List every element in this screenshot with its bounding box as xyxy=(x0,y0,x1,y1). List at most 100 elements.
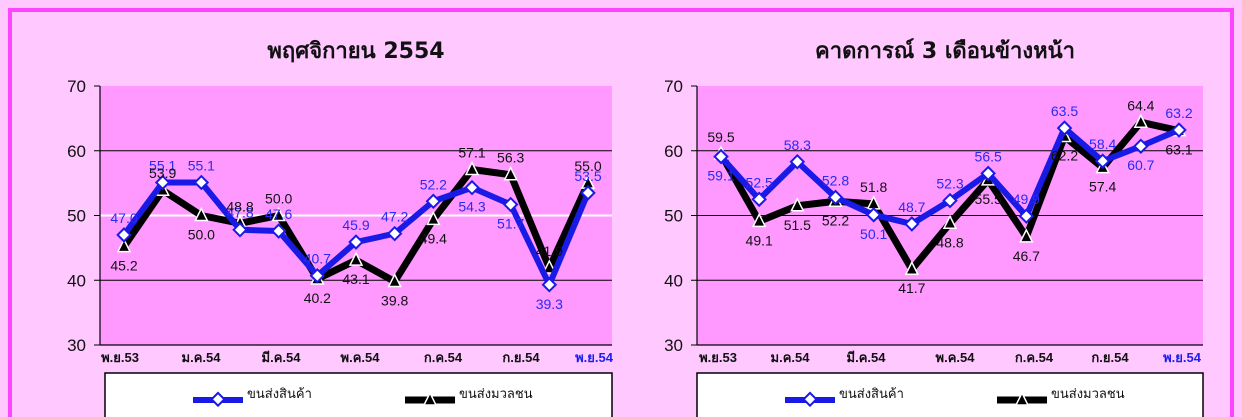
data-point-exports xyxy=(789,153,806,170)
data-point-exports xyxy=(827,189,844,206)
data-label-total: 63.1 xyxy=(1165,142,1192,158)
data-point-total xyxy=(1019,228,1034,243)
legend-marker-total xyxy=(422,391,438,406)
data-label-exports: 59.1 xyxy=(707,168,734,184)
data-label-exports: 56.5 xyxy=(975,148,1002,164)
data-point-total xyxy=(464,160,480,176)
legend-marker-exports xyxy=(802,391,818,408)
x-tick-label: มี.ค.54 xyxy=(847,350,887,365)
data-point-exports xyxy=(980,165,996,182)
data-point-exports xyxy=(270,223,287,239)
data-point-exports xyxy=(1056,120,1073,136)
data-label-exports: 53.5 xyxy=(574,168,601,184)
data-point-exports xyxy=(904,216,920,232)
data-label-total: 48.8 xyxy=(226,198,253,214)
data-point-total xyxy=(942,214,958,230)
data-label-total: 40.2 xyxy=(304,290,331,306)
data-point-exports xyxy=(713,148,729,165)
data-label-exports: 63.5 xyxy=(1051,103,1078,119)
data-point-exports xyxy=(1171,122,1187,138)
x-tick-label: พ.ย.53 xyxy=(699,350,737,365)
y-tick-label: 40 xyxy=(67,271,86,290)
data-label-total: 64.4 xyxy=(1127,97,1154,113)
data-point-exports xyxy=(348,234,364,250)
chart-panel-2: คาดการณ์ 3 เดือนข้างหน้า 30 40 50 60 70 พ.ย.53… xyxy=(664,38,1204,417)
data-label-total: 43.1 xyxy=(342,271,369,287)
data-label-total: 56.3 xyxy=(497,150,524,166)
data-label-exports: 51.7 xyxy=(497,215,524,231)
data-point-exports xyxy=(116,227,132,243)
data-point-exports xyxy=(580,185,596,201)
data-point-exports xyxy=(1094,153,1111,169)
y-tick-label: 50 xyxy=(67,207,86,226)
data-label-exports: 52.5 xyxy=(746,174,773,190)
data-label-exports: 48.7 xyxy=(898,199,925,215)
data-label-total: 41.7 xyxy=(898,280,925,296)
data-point-exports xyxy=(751,191,767,208)
data-label-exports: 58.3 xyxy=(784,137,811,153)
data-point-total xyxy=(751,212,767,228)
y-tick-label: 60 xyxy=(67,142,86,161)
data-label-total: 52.2 xyxy=(822,212,849,228)
y-tick-label: 40 xyxy=(664,271,683,290)
data-point-exports xyxy=(425,193,442,210)
x-tick-label: ก.ค.54 xyxy=(424,350,463,365)
data-label-exports: 63.2 xyxy=(1165,105,1192,121)
data-point-exports xyxy=(1133,138,1149,154)
data-label-total: 49.4 xyxy=(420,230,447,246)
data-point-total xyxy=(194,206,209,222)
data-label-total: 46.7 xyxy=(1013,248,1040,264)
data-label-exports: 47.6 xyxy=(265,206,292,222)
chart-title: พฤศจิกายน 2554 xyxy=(267,39,444,64)
x-tick-label: ม.ค.54 xyxy=(771,350,811,365)
data-label-total: 51.5 xyxy=(784,217,811,233)
data-label-exports: 47.2 xyxy=(381,209,408,225)
data-label-total: 57.1 xyxy=(458,145,485,161)
data-point-total xyxy=(348,251,364,266)
x-tick-label: พ.ย.53 xyxy=(101,350,139,365)
data-label-total: 59.5 xyxy=(707,129,734,145)
data-label-total: 62.2 xyxy=(1051,148,1078,164)
data-label-total: 55.0 xyxy=(574,158,601,174)
data-point-total xyxy=(1133,113,1149,129)
data-label-total: 45.2 xyxy=(110,258,137,274)
data-point-total xyxy=(904,260,920,275)
x-tick-label: พ.ค.54 xyxy=(936,350,976,365)
legend-marker-total xyxy=(1014,391,1030,406)
y-tick-label: 70 xyxy=(67,77,86,96)
data-point-exports xyxy=(865,207,882,223)
data-label-exports: 52.2 xyxy=(420,176,447,192)
data-label-total: 50.0 xyxy=(265,191,292,207)
data-point-exports xyxy=(309,267,326,284)
data-label-exports: 45.9 xyxy=(342,217,369,233)
legend-marker-exports xyxy=(210,391,226,408)
data-label-total: 41.9 xyxy=(536,243,563,259)
data-point-exports xyxy=(386,225,403,242)
y-tick-label: 30 xyxy=(67,336,86,355)
data-label-exports: 52.8 xyxy=(822,172,849,188)
legend-box xyxy=(104,372,613,417)
x-tick-label: ก.ย.54 xyxy=(1091,350,1129,365)
data-point-total xyxy=(790,197,805,212)
legend-box xyxy=(696,372,1204,417)
data-point-exports xyxy=(464,179,480,196)
legend-label-total: ขนส่งมวลชน xyxy=(1051,387,1125,402)
data-label-exports: 49.9 xyxy=(1013,191,1040,207)
y-tick-label: 70 xyxy=(664,77,683,96)
data-point-total xyxy=(116,237,132,253)
data-label-total: 50.0 xyxy=(188,227,215,243)
data-label-total: 39.8 xyxy=(381,293,408,309)
x-tick-label: ม.ค.54 xyxy=(182,350,222,365)
legend-label-exports: ขนส่งสินค้า xyxy=(247,387,312,402)
x-tick-label: พ.ย.54 xyxy=(1163,350,1202,365)
data-label-total: 49.1 xyxy=(746,232,773,248)
data-label-total: 53.9 xyxy=(149,165,176,181)
data-label-exports: 50.1 xyxy=(860,226,887,242)
x-tick-label: ก.ย.54 xyxy=(502,350,540,365)
data-point-total xyxy=(426,210,441,226)
data-point-exports xyxy=(942,192,958,209)
x-tick-label: พ.ย.54 xyxy=(575,350,614,365)
data-point-total xyxy=(503,166,518,181)
y-tick-label: 50 xyxy=(664,207,683,226)
